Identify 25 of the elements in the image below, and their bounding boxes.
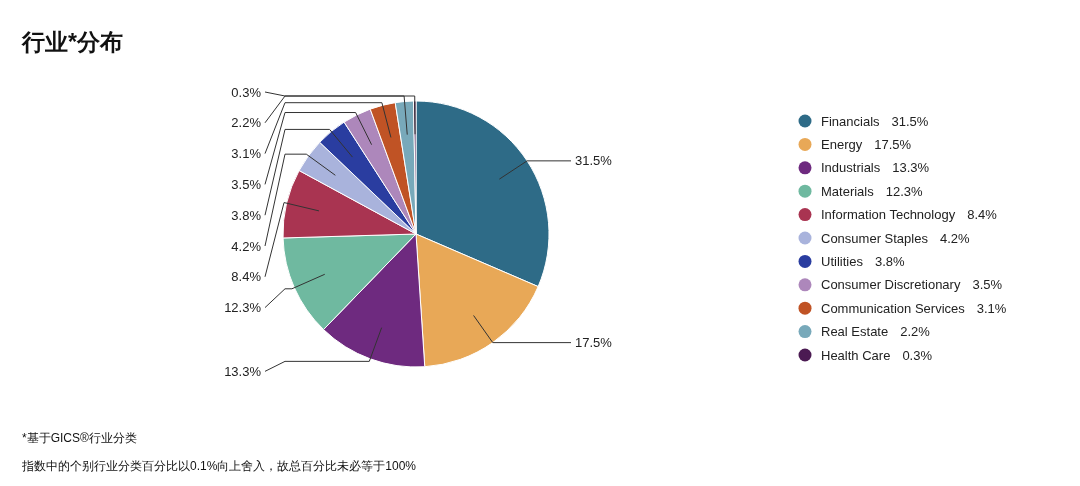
data-label: 31.5% [575, 153, 613, 169]
legend-label: Health Care [821, 347, 891, 363]
data-label: 8.4% [231, 269, 262, 285]
data-label: 4.2% [231, 238, 262, 254]
data-label: 12.3% [224, 300, 262, 316]
data-label: 17.5% [575, 335, 613, 351]
legend-label: Financials [821, 113, 881, 129]
legend-label: Real Estate [821, 324, 889, 340]
data-label: 13.3% [224, 363, 262, 379]
legend-label: Communication Services [821, 300, 966, 316]
data-label: 2.2% [231, 115, 262, 131]
text: 指数中的个别行业分类百分比以0.1%向上舍入，故总百分比未必等于100% [21, 459, 417, 473]
legend-label: Materials [821, 183, 875, 199]
data-label: 3.8% [231, 207, 262, 223]
chart-title: 行业*分布 [21, 29, 123, 55]
legend-label: Utilities [821, 253, 864, 269]
legend-label: Energy [821, 136, 863, 152]
data-label: 0.3% [231, 84, 262, 100]
legend-label: Industrials [821, 160, 881, 176]
text: *基于GICS®行业分类 [22, 431, 137, 445]
data-label: 3.1% [231, 146, 262, 162]
legend-label: Information Technology [821, 207, 956, 223]
data-label: 3.5% [231, 176, 262, 192]
legend-label: Consumer Staples [821, 230, 929, 246]
legend-label: Consumer Discretionary [821, 277, 961, 293]
